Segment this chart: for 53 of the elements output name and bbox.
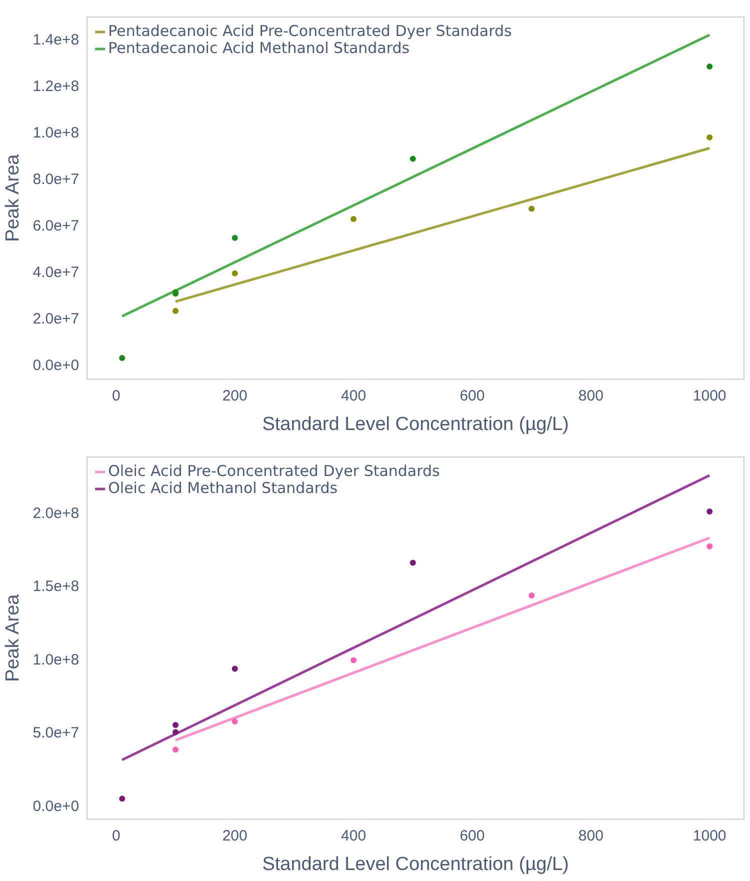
point (232, 718, 238, 724)
point (232, 666, 238, 672)
x-tick-label: 200 (222, 387, 248, 404)
x-tick-label: 600 (460, 387, 485, 404)
point (172, 729, 179, 736)
y-axis-title: Peak Area (2, 154, 24, 242)
point (528, 592, 535, 598)
y-tick-label: 1.4e+8 (32, 31, 80, 48)
point (172, 722, 179, 728)
y-tick-label: 8.0e+7 (32, 170, 80, 188)
x-tick-label: 0 (112, 387, 120, 404)
y-tick-label: 5.0e+7 (32, 724, 80, 742)
point (706, 134, 713, 140)
point (350, 657, 357, 664)
x-tick-label: 400 (341, 387, 366, 404)
y-tick-label: 2.0e+7 (32, 310, 80, 328)
x-axis-title: Standard Level Concentration (µg/L) (262, 854, 569, 875)
legend-label: Pentadecanoic Acid Pre-Concentrated Dyer Standards (108, 22, 512, 40)
y-tick-label: 0.0e+0 (32, 798, 80, 815)
point (706, 543, 713, 550)
point (232, 270, 238, 276)
point (706, 508, 713, 515)
y-tick-label: 1.0e+8 (32, 124, 80, 142)
legend-label: Oleic Acid Pre-Concentrated Dyer Standards (108, 462, 440, 480)
y-axis-title: Peak Area (2, 594, 24, 682)
x-tick-label: 800 (578, 827, 604, 844)
point (119, 796, 126, 802)
point (706, 64, 713, 70)
point (410, 560, 416, 566)
y-tick-label: 1.5e+8 (32, 578, 80, 596)
y-tick-label: 1.0e+8 (32, 651, 80, 668)
point (410, 156, 416, 162)
x-tick-label: 0 (112, 827, 120, 844)
y-tick-label: 4.0e+7 (32, 264, 80, 281)
x-tick-label: 800 (578, 387, 604, 404)
point (528, 206, 535, 212)
legend-label: Oleic Acid Methanol Standards (108, 478, 338, 497)
x-tick-label: 1000 (692, 827, 726, 844)
legend-label: Pentadecanoic Acid Methanol Standards (108, 38, 410, 57)
y-tick-label: 2.0e+8 (32, 504, 80, 522)
x-tick-label: 1000 (692, 387, 726, 404)
y-tick-label: 1.2e+8 (32, 78, 80, 95)
x-axis-title: Standard Level Concentration (µg/L) (262, 414, 569, 435)
y-tick-label: 0.0e+0 (32, 356, 80, 374)
point (119, 355, 126, 362)
x-tick-label: 600 (460, 827, 485, 844)
x-tick-label: 200 (222, 827, 248, 844)
y-tick-label: 6.0e+7 (32, 217, 80, 234)
point (350, 216, 357, 222)
point (172, 308, 179, 314)
x-tick-label: 400 (341, 827, 366, 844)
point (232, 234, 238, 241)
point (172, 746, 179, 753)
